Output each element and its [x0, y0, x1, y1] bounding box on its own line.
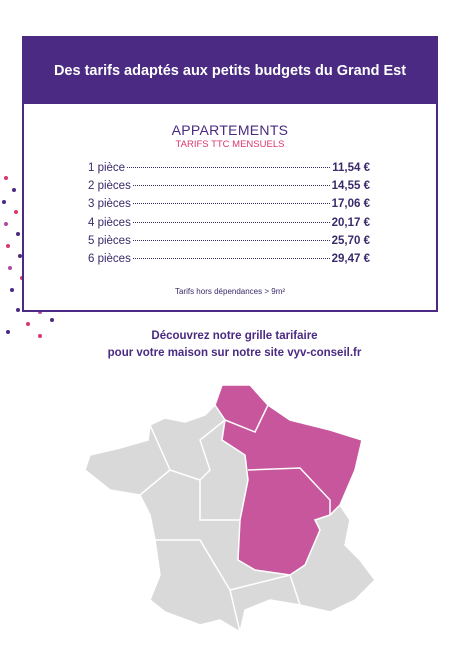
price-row: 2 pièces 14,55 € [88, 180, 370, 198]
row-label: 4 pièces [88, 216, 131, 229]
row-label: 2 pièces [88, 180, 131, 193]
map-region-highlight [214, 384, 363, 576]
cta-line: pour votre maison sur notre site vyv-con… [107, 347, 362, 359]
row-price: 11,54 € [332, 162, 370, 174]
price-row: 5 pièces 25,70 € [88, 235, 370, 253]
leader-dots [132, 185, 330, 187]
row-label: 5 pièces [88, 234, 131, 247]
leader-dots [127, 167, 331, 168]
section-subtitle: TARIFS TTC MENSUELS [175, 139, 285, 150]
cta-line: Découvrez notre grille tarifaire [151, 330, 318, 342]
row-label: 1 pièce [88, 162, 126, 174]
row-price: 29,47 € [331, 252, 370, 265]
map-border [247, 467, 331, 515]
map-border [199, 419, 226, 481]
leader-dots [132, 203, 330, 205]
decoration-dots [2, 176, 54, 338]
row-label: 6 pièces [88, 252, 131, 265]
price-card: Des tarifs adaptés aux petits budgets du… [22, 36, 438, 312]
row-label: 3 pièces [88, 198, 131, 211]
price-list: 1 pièce 11,54 € 2 pièces 14,55 € 3 pièces 17,… [88, 162, 370, 271]
price-row: 4 pièces 20,17 € [88, 217, 370, 235]
map-border [224, 404, 269, 433]
cta: Découvrez notre grille tarifaire pour vo… [0, 328, 469, 362]
row-price: 14,55 € [331, 180, 370, 193]
france-map [84, 384, 376, 634]
leader-dots [132, 257, 330, 259]
map-border [169, 469, 240, 521]
header-title: Des tarifs adaptés aux petits budgets du… [24, 38, 436, 104]
map-border [155, 539, 241, 633]
leader-dots [132, 221, 330, 223]
price-row: 6 pièces 29,47 € [88, 253, 370, 271]
row-price: 25,70 € [331, 234, 370, 247]
leader-dots [132, 239, 330, 241]
row-price: 17,06 € [331, 198, 370, 211]
section-title: APPARTEMENTS [171, 122, 289, 138]
row-price: 20,17 € [331, 216, 370, 229]
price-row: 3 pièces 17,06 € [88, 198, 370, 216]
price-row: 1 pièce 11,54 € [88, 162, 370, 180]
note: Tarifs hors dépendances > 9m² [174, 287, 286, 297]
